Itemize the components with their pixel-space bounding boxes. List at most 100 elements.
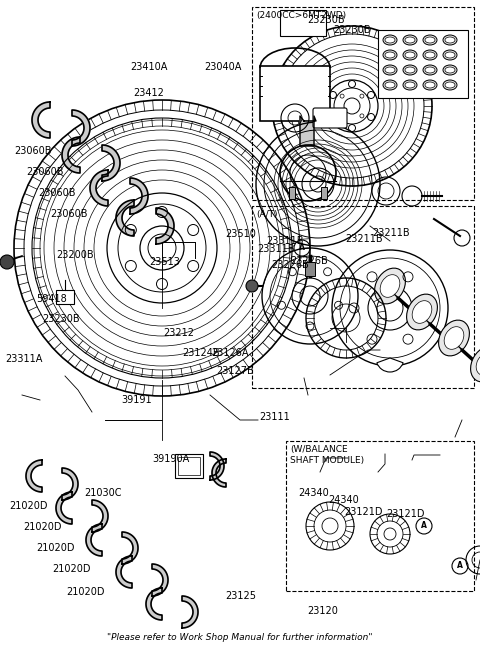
Text: 23510: 23510 — [226, 228, 256, 239]
Bar — [178, 457, 200, 475]
Polygon shape — [92, 500, 108, 532]
Text: 23212: 23212 — [163, 328, 194, 338]
Ellipse shape — [476, 353, 480, 375]
Text: 23060B: 23060B — [50, 209, 88, 219]
Polygon shape — [212, 459, 226, 487]
Text: 23121D: 23121D — [386, 509, 424, 519]
Polygon shape — [300, 116, 316, 146]
Ellipse shape — [412, 300, 432, 323]
Ellipse shape — [383, 65, 397, 75]
Bar — [252, 7, 474, 200]
Ellipse shape — [423, 50, 437, 60]
Text: 23124B: 23124B — [182, 348, 220, 358]
Text: A: A — [299, 243, 305, 253]
Text: 23060B: 23060B — [14, 146, 52, 156]
Text: 21020D: 21020D — [66, 586, 105, 597]
Polygon shape — [32, 102, 50, 138]
Polygon shape — [152, 564, 168, 596]
Ellipse shape — [443, 65, 457, 75]
Polygon shape — [86, 524, 102, 556]
Bar — [286, 441, 474, 591]
Text: 23127B: 23127B — [216, 365, 254, 376]
Bar — [252, 206, 474, 388]
Ellipse shape — [405, 37, 415, 43]
Text: 24340: 24340 — [299, 488, 329, 499]
Text: (W/BALANCE
SHAFT MODULE): (W/BALANCE SHAFT MODULE) — [290, 445, 364, 465]
FancyBboxPatch shape — [313, 108, 347, 128]
Text: 23226B: 23226B — [290, 256, 328, 266]
Text: 21020D: 21020D — [10, 501, 48, 512]
Text: 23311B: 23311B — [266, 236, 303, 246]
Ellipse shape — [405, 82, 415, 88]
Text: A: A — [421, 522, 427, 531]
Text: 39191: 39191 — [121, 395, 152, 405]
Circle shape — [0, 255, 14, 269]
Polygon shape — [56, 492, 72, 524]
Ellipse shape — [403, 80, 417, 90]
Ellipse shape — [443, 80, 457, 90]
Ellipse shape — [405, 52, 415, 58]
Ellipse shape — [425, 37, 435, 43]
Text: 59418: 59418 — [36, 294, 67, 304]
Polygon shape — [156, 208, 174, 244]
Text: 23120: 23120 — [307, 606, 338, 617]
Bar — [378, 30, 468, 98]
Text: (A/T): (A/T) — [256, 210, 277, 219]
Text: 21020D: 21020D — [36, 543, 75, 554]
Ellipse shape — [425, 52, 435, 58]
Ellipse shape — [383, 80, 397, 90]
Ellipse shape — [423, 65, 437, 75]
Polygon shape — [182, 596, 198, 628]
Polygon shape — [122, 532, 138, 564]
Ellipse shape — [423, 80, 437, 90]
Text: 23211B: 23211B — [346, 234, 383, 244]
Ellipse shape — [383, 50, 397, 60]
Ellipse shape — [380, 275, 400, 297]
Bar — [305, 262, 315, 276]
Text: 23126A: 23126A — [211, 348, 249, 358]
Ellipse shape — [443, 50, 457, 60]
Ellipse shape — [405, 67, 415, 73]
Text: 23121D: 23121D — [345, 506, 383, 517]
Text: 24340: 24340 — [328, 495, 359, 505]
Bar — [56, 290, 74, 304]
Text: 23311A: 23311A — [5, 354, 42, 365]
Ellipse shape — [403, 50, 417, 60]
Text: 23513: 23513 — [149, 257, 180, 268]
Polygon shape — [146, 588, 162, 620]
Text: 23125: 23125 — [226, 590, 257, 601]
Text: 23412: 23412 — [133, 88, 164, 98]
Ellipse shape — [383, 35, 397, 45]
Text: 23226B: 23226B — [271, 260, 309, 270]
Text: 39190A: 39190A — [153, 454, 190, 464]
Polygon shape — [102, 145, 120, 181]
Bar — [175, 454, 203, 478]
Ellipse shape — [385, 82, 395, 88]
Ellipse shape — [385, 52, 395, 58]
Ellipse shape — [444, 327, 464, 350]
Wedge shape — [377, 358, 403, 372]
Text: 23060B: 23060B — [26, 167, 64, 177]
Text: 23410A: 23410A — [130, 62, 168, 72]
Circle shape — [246, 280, 258, 292]
Text: 23200B: 23200B — [57, 249, 94, 260]
Polygon shape — [62, 137, 80, 173]
Ellipse shape — [445, 82, 455, 88]
Text: 21020D: 21020D — [52, 564, 90, 575]
Ellipse shape — [374, 268, 406, 304]
Bar — [321, 187, 327, 199]
Text: 21030C: 21030C — [84, 488, 121, 499]
Ellipse shape — [385, 37, 395, 43]
Text: 23060B: 23060B — [38, 188, 76, 198]
Ellipse shape — [445, 67, 455, 73]
Polygon shape — [130, 178, 148, 214]
Ellipse shape — [443, 35, 457, 45]
Ellipse shape — [385, 67, 395, 73]
Text: 23230B: 23230B — [333, 25, 371, 35]
Text: 23230B: 23230B — [42, 314, 80, 324]
Text: 23040A: 23040A — [204, 62, 242, 72]
Ellipse shape — [445, 52, 455, 58]
Text: "Please refer to Work Shop Manual for further information": "Please refer to Work Shop Manual for fu… — [107, 633, 373, 642]
Bar — [280, 10, 326, 36]
Text: 23230B: 23230B — [308, 14, 345, 25]
